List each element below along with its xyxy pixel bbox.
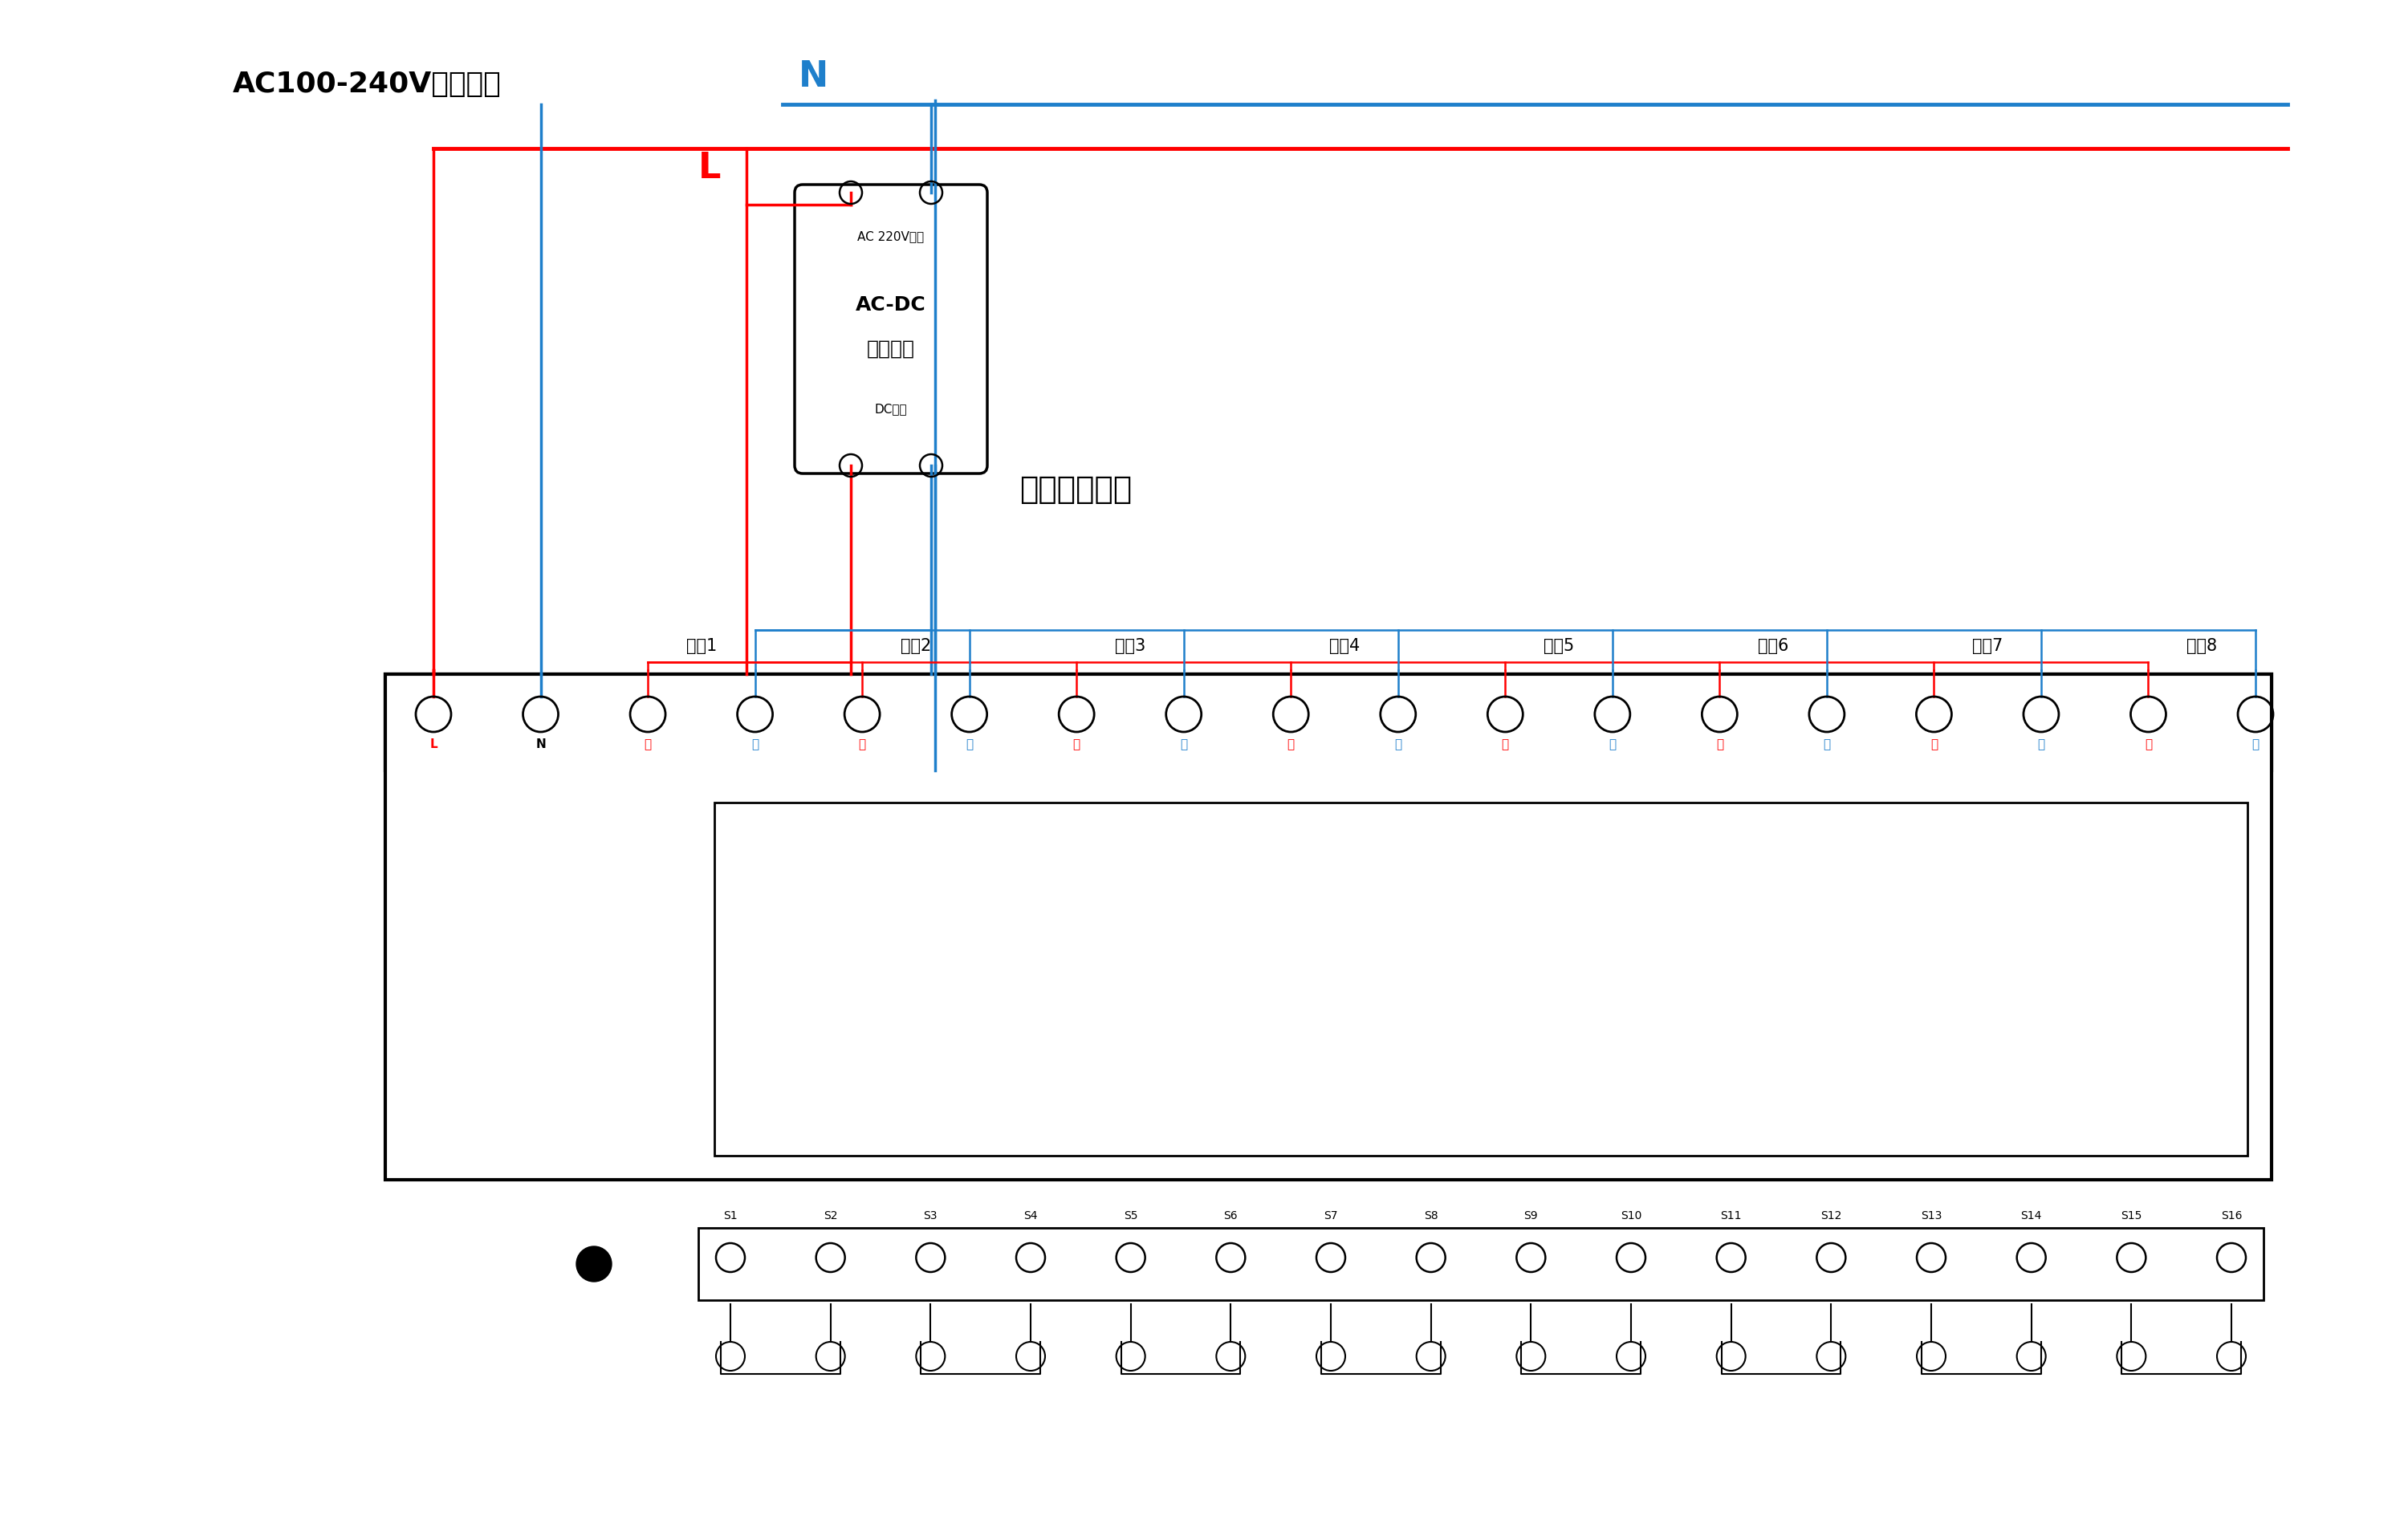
Text: 负: 负 (1609, 738, 1616, 750)
Text: S10: S10 (1621, 1210, 1642, 1222)
Text: 正: 正 (2146, 738, 2153, 750)
Text: S15: S15 (2121, 1210, 2143, 1222)
Text: 正: 正 (643, 738, 653, 750)
Text: AC-DC: AC-DC (855, 296, 927, 315)
Text: S11: S11 (1719, 1210, 1741, 1222)
Text: L: L (698, 152, 720, 186)
Text: 负: 负 (2037, 738, 2044, 750)
Text: 正: 正 (1931, 738, 1938, 750)
Bar (698, 1228, 2264, 1301)
Text: S1: S1 (722, 1210, 737, 1222)
Text: 正: 正 (1503, 738, 1510, 750)
Text: 负: 负 (1823, 738, 1830, 750)
Text: 输出8: 输出8 (2186, 638, 2218, 653)
Text: 直流电源输入: 直流电源输入 (1019, 475, 1132, 505)
Text: S12: S12 (1820, 1210, 1842, 1222)
Text: 输出1: 输出1 (686, 638, 718, 653)
Text: S6: S6 (1223, 1210, 1238, 1222)
Text: 正: 正 (1717, 738, 1724, 750)
Text: AC100-240V电源输入: AC100-240V电源输入 (234, 71, 501, 99)
FancyBboxPatch shape (795, 185, 987, 473)
Text: S2: S2 (824, 1210, 838, 1222)
Bar (385, 675, 2271, 770)
Text: 正: 正 (1074, 738, 1081, 750)
Text: 负: 负 (2251, 738, 2259, 750)
Text: 负: 负 (751, 738, 759, 750)
Text: S5: S5 (1125, 1210, 1137, 1222)
Text: 电源模块: 电源模块 (867, 340, 915, 359)
Text: S3: S3 (925, 1210, 937, 1222)
Circle shape (576, 1246, 612, 1281)
Text: S14: S14 (2020, 1210, 2042, 1222)
Text: S16: S16 (2220, 1210, 2242, 1222)
Text: S4: S4 (1023, 1210, 1038, 1222)
Text: N: N (799, 59, 828, 94)
Text: S13: S13 (1922, 1210, 1941, 1222)
Text: S9: S9 (1524, 1210, 1539, 1222)
Text: 输出4: 输出4 (1329, 638, 1361, 653)
Bar (385, 675, 2271, 1179)
Bar (715, 802, 2247, 1155)
Text: N: N (535, 738, 547, 750)
Text: L: L (429, 738, 438, 750)
Text: 输出7: 输出7 (1972, 638, 2003, 653)
Text: 输出6: 输出6 (1758, 638, 1789, 653)
Text: 正: 正 (1288, 738, 1296, 750)
Text: 负: 负 (966, 738, 973, 750)
Text: 输出2: 输出2 (901, 638, 932, 653)
Text: DC输出: DC输出 (874, 403, 908, 415)
Text: AC 220V输入: AC 220V输入 (857, 230, 925, 243)
Text: 负: 负 (1180, 738, 1187, 750)
Text: 负: 负 (1394, 738, 1401, 750)
Text: 输出5: 输出5 (1544, 638, 1575, 653)
Text: S8: S8 (1423, 1210, 1438, 1222)
Text: S7: S7 (1324, 1210, 1339, 1222)
Text: 正: 正 (860, 738, 867, 750)
Text: 输出3: 输出3 (1115, 638, 1146, 653)
